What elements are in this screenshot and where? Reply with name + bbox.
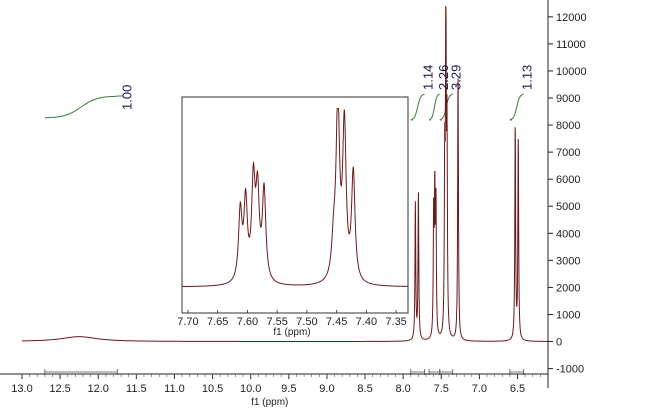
integral-labels: 1.00 1.14 2.263.29 1.13 [119, 65, 534, 110]
y-tick-label: 1000 [556, 309, 580, 321]
integral-value-label: 2.26 [436, 65, 451, 90]
inset-x-tick-label: 7.70 [177, 316, 198, 328]
y-tick-label: 8000 [556, 120, 580, 132]
x-tick-label: 11.5 [126, 383, 147, 395]
x-axis-title: f1 (ppm) [251, 397, 288, 408]
integral-value-label: 1.13 [520, 65, 535, 90]
spectrum-trace [22, 5, 548, 342]
inset-x-axis-title: f1 (ppm) [273, 327, 310, 338]
inset-x-axis-ticks: 7.70 7.65 7.60 7.55 7.50 7.45 7.40 7.35 [177, 310, 407, 328]
x-tick-label: 10.0 [240, 383, 261, 395]
inset-x-tick-label: 7.50 [296, 316, 317, 328]
inset-frame [181, 96, 409, 314]
y-tick-label: -1000 [556, 364, 584, 376]
x-tick-label: 8.5 [357, 383, 372, 395]
integral-curve [410, 93, 425, 121]
integral-value-label: 3.29 [449, 65, 464, 90]
inset-zoom-plot: 7.70 7.65 7.60 7.55 7.50 7.45 7.40 7.35 f1 (ppm… [177, 96, 409, 338]
integral-curve [509, 93, 524, 121]
y-tick-label: 7000 [556, 147, 580, 159]
inset-x-tick-label: 7.40 [356, 316, 377, 328]
x-tick-label: 10.5 [202, 383, 223, 395]
inset-x-tick-label: 7.60 [237, 316, 258, 328]
x-tick-label: 11.0 [164, 383, 185, 395]
integral-value-label: 1.14 [421, 65, 436, 90]
integral-curve [428, 93, 440, 121]
x-tick-label: 12.5 [49, 383, 70, 395]
y-axis-ticks: -1000 0 1000 2000 3000 4000 5000 6000 7000 8000 90… [548, 12, 587, 376]
main-spectrum-plot: 1.00 1.14 2.263.29 1.13 13.0 12.5 12.0 11.5 11.… [0, 0, 587, 408]
y-tick-label: 9000 [556, 93, 580, 105]
y-tick-label: 11000 [556, 39, 586, 51]
inset-x-tick-label: 7.35 [385, 316, 406, 328]
y-tick-label: 5000 [556, 201, 580, 213]
x-tick-label: 8.0 [396, 383, 411, 395]
y-tick-label: 10000 [556, 66, 587, 78]
y-tick-label: 4000 [556, 228, 580, 240]
x-tick-label: 9.0 [319, 383, 334, 395]
inset-x-tick-label: 7.55 [266, 316, 287, 328]
x-axis-ticks: 13.0 12.5 12.0 11.5 11.0 10.5 10.0 9.5 9.0 8.5 8.0… [11, 374, 549, 395]
x-tick-label: 13.0 [11, 383, 32, 395]
x-tick-label: 7.0 [472, 383, 487, 395]
integral-curve [44, 95, 118, 119]
y-tick-label: 6000 [556, 174, 580, 186]
x-tick-label: 6.5 [510, 383, 525, 395]
y-tick-label: 3000 [556, 255, 580, 267]
y-tick-label: 2000 [556, 282, 580, 294]
x-tick-label: 12.0 [88, 383, 109, 395]
inset-x-tick-label: 7.65 [207, 316, 228, 328]
x-tick-label: 7.5 [434, 383, 449, 395]
y-tick-label: 12000 [556, 12, 587, 24]
inset-x-tick-label: 7.45 [326, 316, 347, 328]
inset-spectrum-trace [182, 108, 408, 288]
x-tick-label: 9.5 [281, 383, 296, 395]
integral-value-label: 1.00 [119, 85, 134, 110]
y-tick-label: 0 [556, 337, 562, 349]
